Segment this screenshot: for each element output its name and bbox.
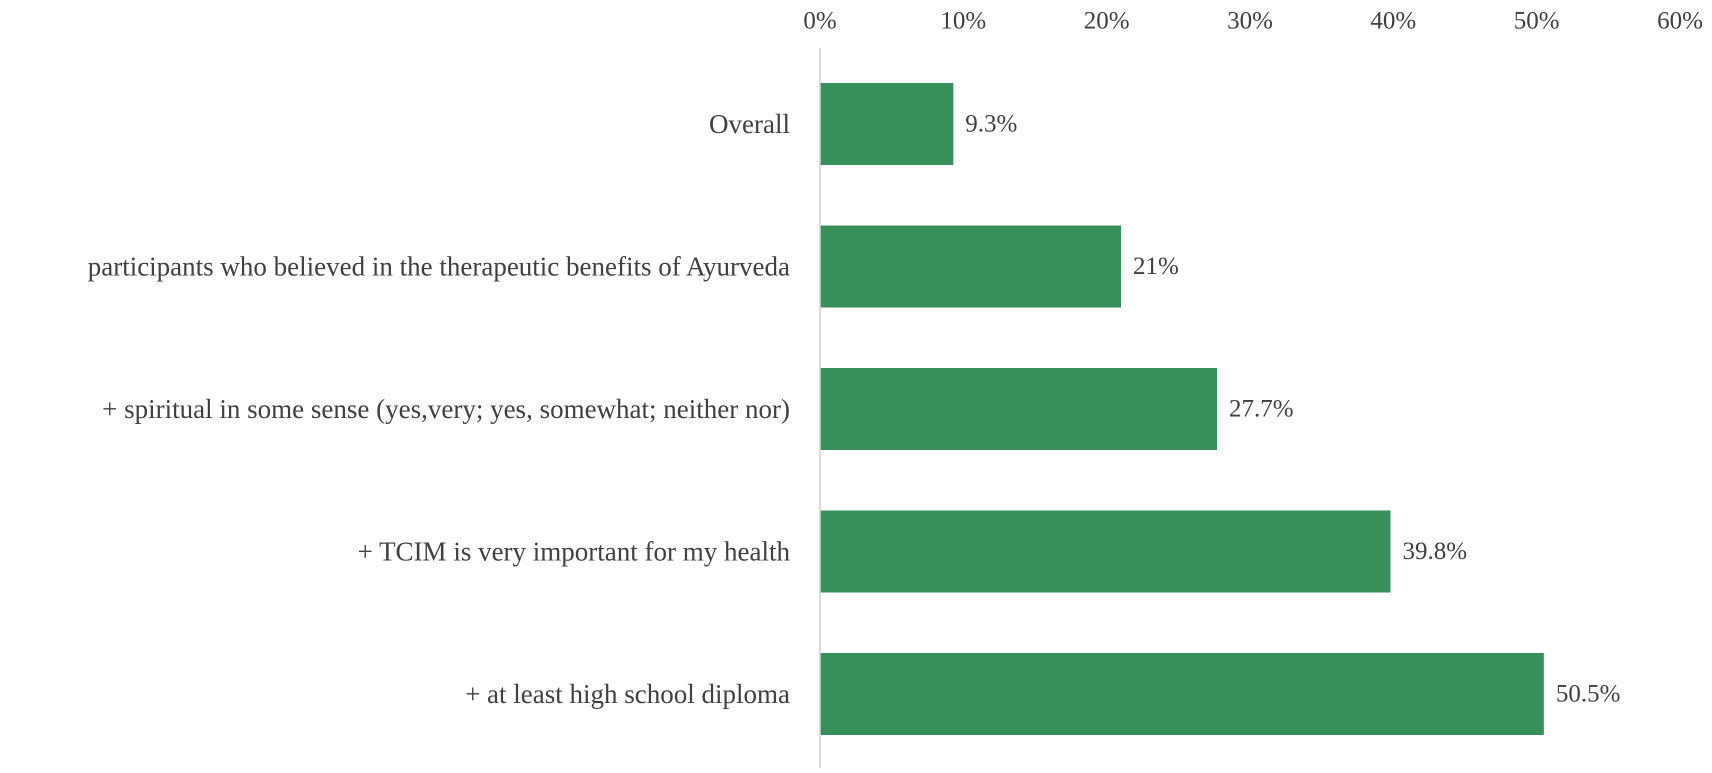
category-label: participants who believed in the therape… [88,252,790,282]
x-tick-label: 50% [1514,8,1560,35]
category-label: Overall [709,109,790,139]
bar [820,225,1121,308]
data-label: 39.8% [1402,538,1467,565]
data-labels: 9.3% 21% 27.7% 39.8% 50.5% [965,111,1620,708]
x-axis-ticks: 0% 10% 20% 30% 40% 50% 60% [803,8,1703,35]
x-tick-label: 20% [1084,8,1130,35]
x-tick-label: 30% [1227,8,1273,35]
data-label: 50.5% [1556,681,1621,708]
bar [820,510,1391,593]
data-label: 27.7% [1229,396,1294,423]
x-tick-label: 60% [1657,8,1703,35]
x-tick-label: 0% [803,8,836,35]
data-label: 21% [1133,253,1179,280]
bar [820,653,1544,735]
category-label: + at least high school diploma [465,679,790,709]
x-tick-label: 10% [940,8,986,35]
category-labels: Overall participants who believed in the … [88,109,791,709]
category-label: + spiritual in some sense (yes,very; yes… [102,394,790,424]
data-label: 9.3% [965,111,1017,138]
bars [820,83,1544,735]
bar [820,368,1218,450]
x-tick-label: 40% [1370,8,1416,35]
category-label: + TCIM is very important for my health [358,537,791,567]
bar [820,83,954,165]
